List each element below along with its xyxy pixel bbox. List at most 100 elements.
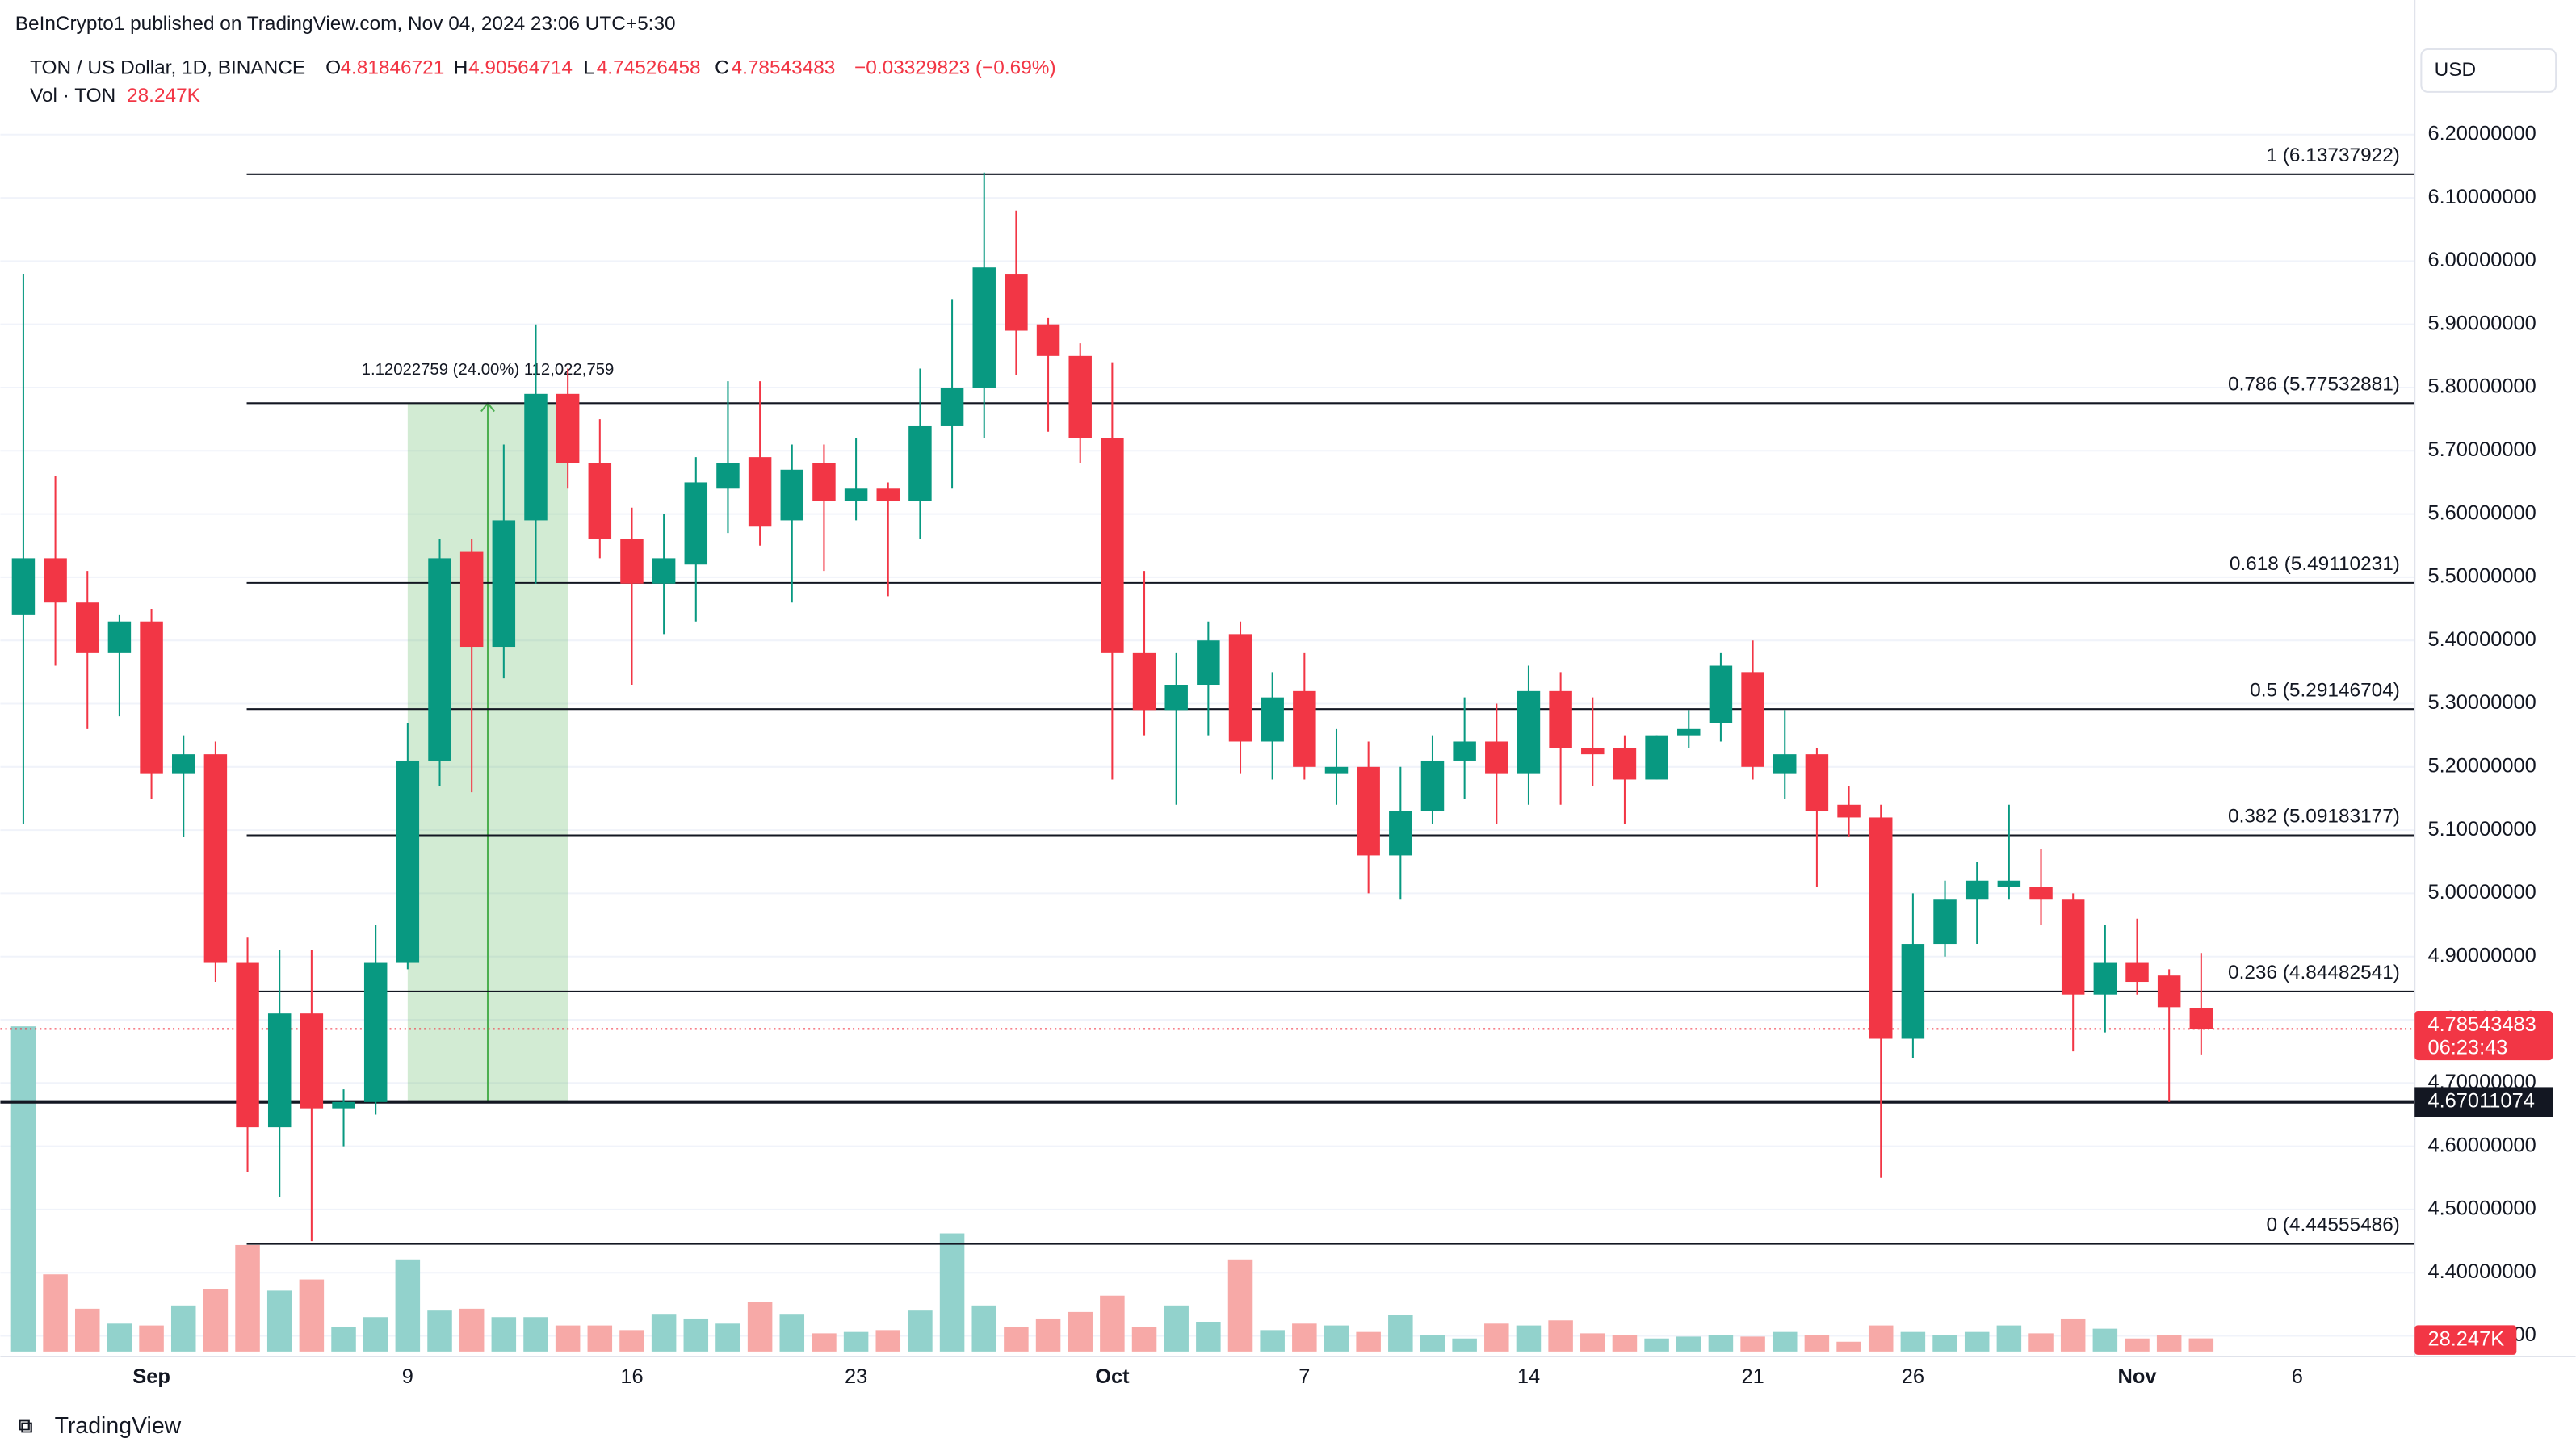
volume-bar bbox=[139, 1325, 164, 1352]
published: BeInCrypto1 published on TradingView.com… bbox=[15, 13, 676, 35]
candle-body bbox=[1901, 944, 1925, 1039]
candle-body bbox=[76, 602, 99, 653]
candle-body bbox=[107, 621, 132, 653]
y-tick-label: 6.20000000 bbox=[2427, 123, 2536, 145]
volume-legend: Vol · TON 28.247K bbox=[30, 85, 200, 107]
volume-bar bbox=[2028, 1333, 2054, 1352]
volume-bar bbox=[1708, 1335, 1734, 1352]
volume-bar bbox=[107, 1323, 132, 1352]
grid bbox=[0, 133, 2415, 1337]
candle-body bbox=[2093, 962, 2117, 995]
y-tick-label: 4.90000000 bbox=[2427, 944, 2536, 967]
candle-body bbox=[876, 488, 900, 501]
candle-body bbox=[1709, 665, 1733, 723]
close-letter: C bbox=[715, 57, 729, 79]
volume-bar bbox=[1964, 1331, 1990, 1352]
low-letter: L bbox=[583, 57, 594, 79]
candle-body bbox=[748, 457, 772, 527]
volume-bar bbox=[1516, 1325, 1542, 1352]
y-tick-label: 5.20000000 bbox=[2427, 755, 2536, 778]
candle-body bbox=[1005, 274, 1028, 331]
volume-bar bbox=[266, 1290, 292, 1352]
candle-body bbox=[908, 425, 932, 501]
candle-body bbox=[300, 1013, 324, 1109]
candle-body bbox=[940, 387, 964, 426]
candle-body bbox=[1420, 760, 1445, 811]
axis: 4.300000004.400000004.500000004.60000000… bbox=[132, 123, 2553, 1388]
currency[interactable]: USD bbox=[2435, 59, 2477, 81]
candle-body bbox=[203, 754, 228, 963]
y-tick-label: 5.40000000 bbox=[2427, 628, 2536, 651]
candle-body bbox=[1837, 804, 1861, 818]
candle-body bbox=[1101, 438, 1124, 653]
currency-button[interactable] bbox=[2420, 48, 2557, 93]
volume-bar bbox=[619, 1330, 644, 1352]
candle-body bbox=[1965, 880, 1989, 900]
fib-label: 0.382 (5.09183177) bbox=[2228, 806, 2400, 828]
volume-bar bbox=[1388, 1315, 1413, 1352]
brand-icon: ⧉ bbox=[19, 1415, 32, 1437]
legend-line: TON / US Dollar, 1D, BINANCE O 4.8184672… bbox=[30, 57, 1056, 79]
x-tick-label: Sep bbox=[132, 1365, 170, 1388]
candle-body bbox=[492, 520, 516, 648]
volume-bar bbox=[1900, 1331, 1926, 1352]
y-tick-label: 5.70000000 bbox=[2427, 438, 2536, 461]
candle-body bbox=[459, 551, 484, 648]
open-value: 4.81846721 bbox=[340, 57, 444, 79]
y-tick-label: 5.30000000 bbox=[2427, 691, 2536, 714]
candle-body bbox=[1645, 735, 1668, 780]
volume-bar bbox=[1548, 1320, 1573, 1352]
fib-label: 0.618 (5.49110231) bbox=[2230, 553, 2400, 575]
volume-bar bbox=[1836, 1341, 1861, 1352]
candle-body bbox=[428, 558, 451, 761]
volume-bar bbox=[2060, 1318, 2086, 1352]
candle-body bbox=[1677, 728, 1701, 736]
high-value: 4.90564714 bbox=[468, 57, 573, 79]
candle-body bbox=[2189, 1008, 2213, 1029]
volume-bar bbox=[10, 1026, 36, 1352]
candle-body bbox=[1389, 811, 1412, 856]
volume-bar bbox=[1452, 1338, 1477, 1352]
candle-body bbox=[1805, 754, 1829, 811]
volume-bar bbox=[1196, 1321, 1221, 1352]
volume-bar bbox=[203, 1289, 229, 1352]
candle-body bbox=[844, 488, 868, 501]
candle-body bbox=[1357, 766, 1380, 856]
candle-body bbox=[1228, 634, 1252, 742]
volume-bar bbox=[170, 1305, 196, 1352]
candle-body bbox=[780, 469, 804, 521]
volume-bar bbox=[2188, 1338, 2214, 1352]
volume-bar bbox=[299, 1279, 325, 1352]
volume-bar bbox=[523, 1317, 548, 1352]
measure-label: 1.12022759 (24.00%) 112,022,759 bbox=[362, 361, 615, 379]
candle-body bbox=[812, 463, 836, 501]
fib-label: 0.5 (5.29146704) bbox=[2250, 679, 2400, 701]
volume-label-bg bbox=[2414, 1325, 2517, 1355]
volume-bar bbox=[1164, 1305, 1189, 1352]
volume-bar bbox=[1035, 1318, 1061, 1352]
x-tick-label: 23 bbox=[845, 1365, 867, 1388]
volume-bar bbox=[1932, 1335, 1957, 1352]
candle-body bbox=[140, 621, 163, 774]
volume-bar bbox=[1868, 1325, 1894, 1352]
volume-bar bbox=[1676, 1336, 1701, 1352]
candle-body bbox=[11, 558, 36, 615]
volume-bar bbox=[1260, 1330, 1285, 1352]
volume-bar bbox=[1484, 1323, 1509, 1352]
candle-body bbox=[332, 1101, 355, 1109]
volume-axis-label: 28.247K bbox=[2427, 1327, 2504, 1350]
price-label-bg bbox=[2414, 1011, 2553, 1061]
candle-body bbox=[716, 463, 740, 489]
hline-label: 4.67011074 bbox=[2427, 1089, 2534, 1112]
candle-body bbox=[588, 463, 612, 539]
fib-label: 0.786 (5.77532881) bbox=[2228, 373, 2400, 395]
volume-bar bbox=[1131, 1327, 1157, 1352]
volume-bar bbox=[1356, 1331, 1381, 1352]
candle-body bbox=[1068, 355, 1092, 438]
volume-bar bbox=[1004, 1327, 1029, 1352]
change: −0.03329823 (−0.69%) bbox=[854, 57, 1056, 79]
y-tick-label: 5.60000000 bbox=[2427, 501, 2536, 524]
y-tick-label: 5.50000000 bbox=[2427, 565, 2536, 588]
candle-body bbox=[556, 393, 580, 463]
volume-bar bbox=[43, 1274, 68, 1352]
